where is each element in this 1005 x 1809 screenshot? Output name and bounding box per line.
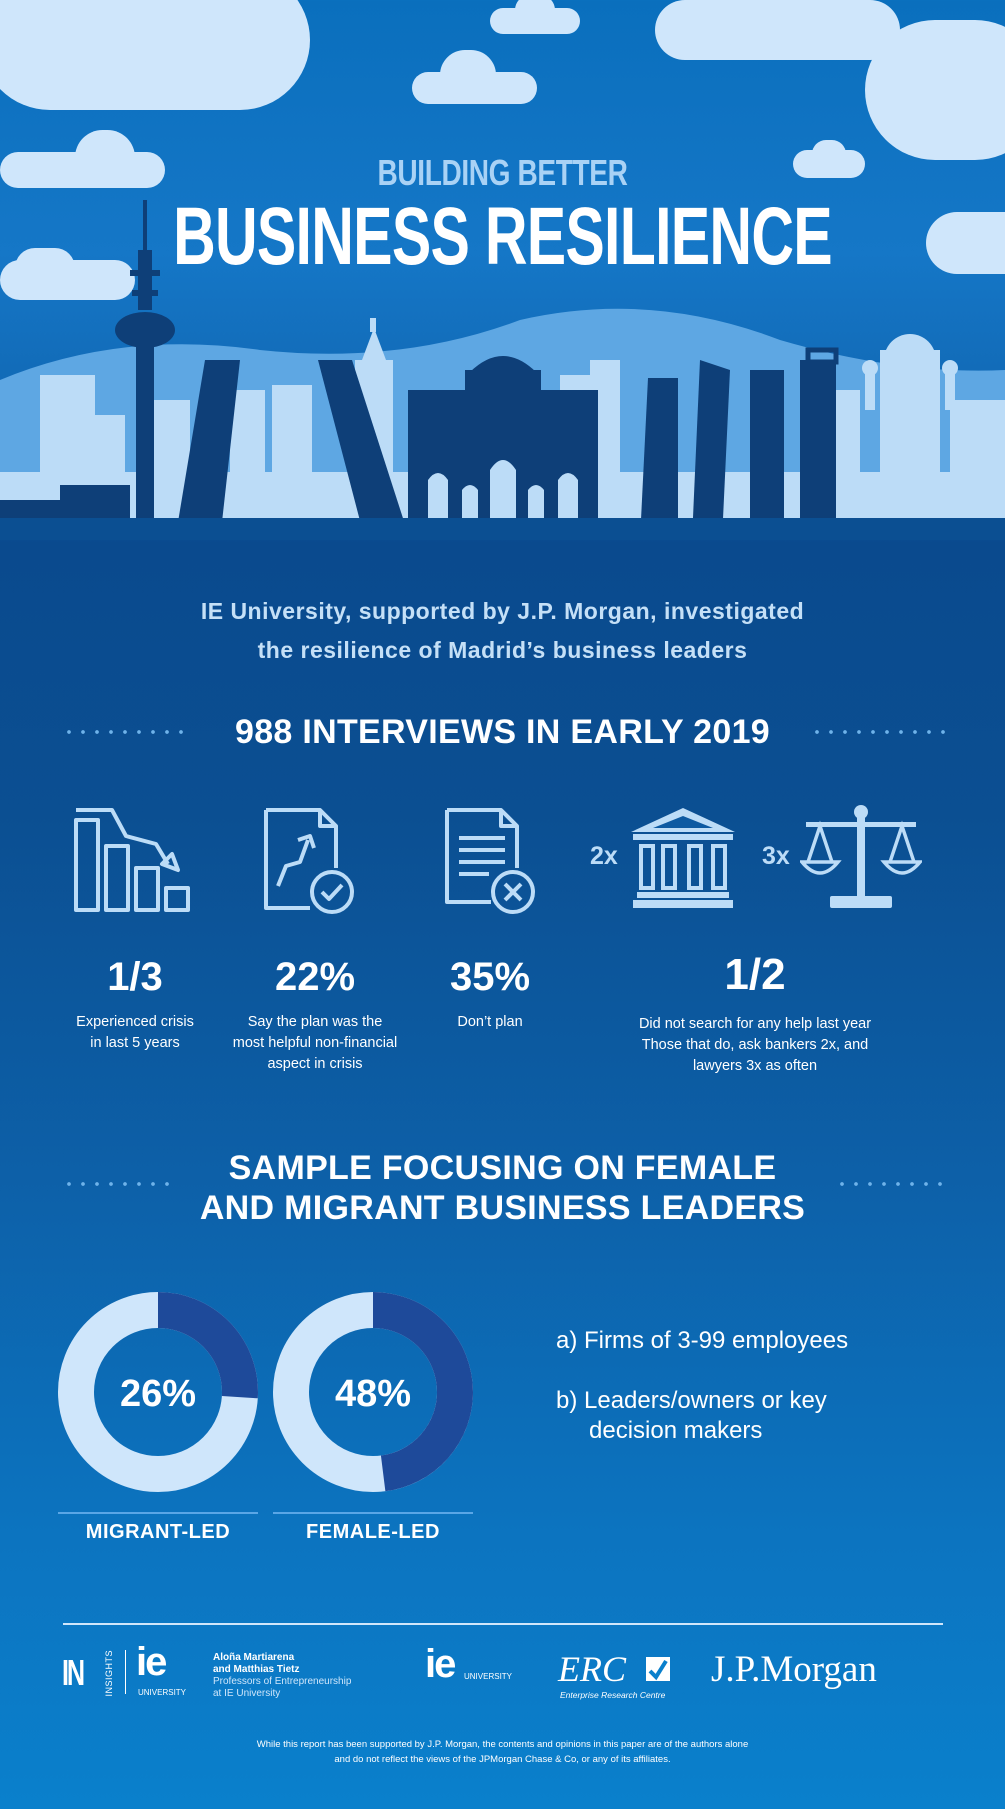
- author-role-line: at IE University: [213, 1688, 281, 1699]
- stat-dont-plan: 35% Don’t plan: [400, 955, 580, 1033]
- stat-desc-line: Experienced crisis: [76, 1014, 194, 1030]
- logo-separator: [125, 1650, 126, 1694]
- donut-percent: 26%: [120, 1373, 196, 1415]
- stat-value: 22%: [274, 955, 356, 999]
- author-line: Aloña Martiarena: [213, 1652, 295, 1663]
- stat-description: Did not search for any help last year Th…: [590, 1014, 920, 1077]
- stat-no-help: 1/2 Did not search for any help last yea…: [590, 950, 920, 1077]
- insights-logo: IN: [62, 1652, 85, 1693]
- stat-value: 35%: [449, 955, 531, 999]
- disclaimer: While this report has been supported by …: [0, 1737, 1005, 1767]
- ie-university-logo-subtext: UNIVERSITY: [464, 1672, 513, 1681]
- stat-description: Don’t plan: [400, 1012, 580, 1033]
- erc-check-icon: [646, 1657, 670, 1681]
- dotted-divider-left: [62, 730, 192, 734]
- cloud: [710, 0, 820, 50]
- cloud: [812, 140, 846, 168]
- scales-multiplier: 3x: [762, 842, 790, 870]
- cloud: [515, 0, 555, 25]
- stat-description: Experienced crisis in last 5 years: [40, 1012, 230, 1054]
- stat-description: Say the plan was the most helpful non-fi…: [210, 1012, 420, 1075]
- cloud: [75, 130, 135, 185]
- header-subtitle: BUILDING BETTER: [377, 152, 628, 193]
- jp-morgan-logo: J.P.Morgan: [711, 1649, 877, 1690]
- stat-desc-line: Those that do, ask bankers 2x, and: [641, 1037, 869, 1053]
- author-role-line: Professors of Entrepreneurship: [213, 1676, 352, 1687]
- ie-logo: ie: [136, 1640, 167, 1684]
- cloud: [865, 20, 1005, 160]
- stat-desc-line: Don’t plan: [457, 1014, 523, 1030]
- stat-desc-line: Did not search for any help last year: [638, 1016, 872, 1032]
- criteria-a: a) Firms of 3-99 employees: [556, 1327, 849, 1354]
- donut-segment: [273, 1292, 473, 1492]
- intro-line-1: IE University, supported by J.P. Morgan,…: [200, 598, 805, 624]
- female-led-donut-chart: 48%: [273, 1292, 473, 1492]
- disclaimer-line: While this report has been supported by …: [256, 1739, 749, 1750]
- stat-desc-line: Say the plan was the: [247, 1014, 383, 1030]
- ie-university-logo: ie: [425, 1642, 456, 1686]
- sample-heading: SAMPLE FOCUSING ON FEMALE AND MIGRANT BU…: [0, 1148, 1005, 1228]
- donut-underline: [58, 1512, 258, 1514]
- criteria-b-line-2: decision makers: [589, 1417, 763, 1444]
- donut-segment: [58, 1292, 258, 1492]
- intro-line-2: the resilience of Madrid’s business lead…: [257, 637, 748, 663]
- stat-crisis: 1/3 Experienced crisis in last 5 years: [40, 955, 230, 1054]
- header-title: BUSINESS RESILIENCE: [173, 191, 833, 282]
- scales-of-justice-icon: [800, 805, 922, 908]
- authors: Aloña Martiarena and Matthias Tietz Prof…: [213, 1652, 351, 1700]
- cloud: [926, 212, 1005, 274]
- sample-heading-line-2: AND MIGRANT BUSINESS LEADERS: [199, 1189, 806, 1227]
- stat-value: 1/2: [724, 950, 786, 999]
- stat-value: 1/3: [107, 955, 163, 999]
- cloud: [120, 0, 290, 70]
- author-line: and Matthias Tietz: [213, 1664, 300, 1675]
- sample-heading-line-1: SAMPLE FOCUSING ON FEMALE: [228, 1149, 777, 1187]
- migrant-led-donut-chart: 26%: [58, 1292, 258, 1492]
- bank-icon: [631, 808, 735, 908]
- dotted-divider-left: [62, 1182, 172, 1186]
- migrant-led-label: MIGRANT-LED: [85, 1521, 231, 1543]
- intro-text: IE University, supported by J.P. Morgan,…: [0, 592, 1005, 670]
- ie-logo-subtext: UNIVERSITY: [138, 1688, 187, 1697]
- declining-chart-icon: [74, 808, 190, 912]
- document-cancel-icon: [445, 808, 535, 914]
- dotted-divider-right: [810, 730, 945, 734]
- cloud: [15, 248, 75, 288]
- stat-desc-line: aspect in crisis: [267, 1056, 363, 1072]
- stat-plan-helpful: 22% Say the plan was the most helpful no…: [210, 955, 420, 1075]
- stat-desc-line: lawyers 3x as often: [692, 1058, 818, 1074]
- criteria-b: b) Leaders/owners or key decision makers: [556, 1386, 827, 1446]
- disclaimer-line: and do not reflect the views of the JPMo…: [334, 1754, 671, 1765]
- criteria-b-line-1: b) Leaders/owners or key: [556, 1387, 827, 1414]
- donut-underline: [273, 1512, 473, 1514]
- stat-desc-line: most helpful non-financial: [232, 1035, 398, 1051]
- erc-logo: ERC: [558, 1649, 626, 1689]
- dotted-divider-right: [835, 1182, 945, 1186]
- growth-plan-document-icon: [264, 808, 354, 914]
- insights-logo-text: INSIGHTS: [104, 1650, 114, 1697]
- donut-percent: 48%: [335, 1373, 411, 1415]
- interviews-heading: 988 INTERVIEWS IN EARLY 2019: [234, 713, 770, 751]
- footer-divider: [63, 1623, 943, 1625]
- madrid-skyline-illustration: [0, 200, 1005, 540]
- female-led-label: FEMALE-LED: [306, 1521, 440, 1543]
- bank-multiplier: 2x: [590, 842, 618, 870]
- cloud: [440, 50, 496, 100]
- stat-desc-line: in last 5 years: [90, 1035, 180, 1051]
- erc-logo-subtext: Enterprise Research Centre: [560, 1690, 666, 1700]
